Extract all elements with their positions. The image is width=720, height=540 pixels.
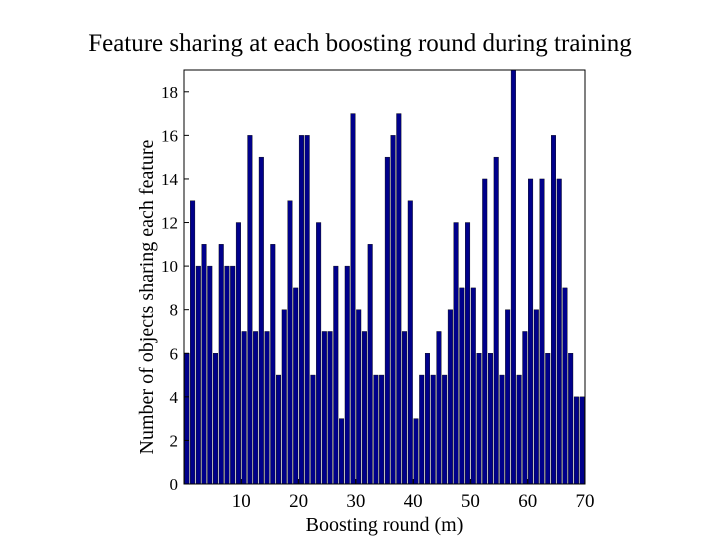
- bar-series: [184, 69, 585, 485]
- bar-round-59: [516, 374, 522, 485]
- slide-title: Feature sharing at each boosting round d…: [88, 30, 632, 57]
- bar-round-2: [190, 200, 196, 485]
- bar-round-3: [195, 265, 201, 485]
- bar-round-43: [424, 353, 430, 485]
- bar-round-55: [493, 156, 499, 485]
- bar-round-70: [579, 396, 585, 485]
- y-tick-label: 4: [170, 388, 179, 407]
- bar-round-29: [344, 265, 350, 485]
- plot-frame: [183, 69, 586, 485]
- bar-round-47: [447, 309, 453, 485]
- y-tick-label: 6: [170, 344, 179, 363]
- bar-round-27: [333, 265, 339, 485]
- bar-round-21: [298, 135, 304, 485]
- bar-round-9: [230, 265, 236, 485]
- bar-round-35: [379, 374, 385, 485]
- bar-round-4: [201, 244, 207, 485]
- bar-round-56: [499, 374, 505, 485]
- bar-round-18: [281, 309, 287, 485]
- bar-round-51: [470, 287, 476, 485]
- bar-round-32: [361, 331, 367, 485]
- y-tick-label: 16: [161, 126, 178, 145]
- bar-round-46: [442, 374, 448, 485]
- x-tick-label: 10: [232, 491, 251, 512]
- bar-round-50: [465, 222, 471, 485]
- y-tick-label: 12: [161, 214, 178, 233]
- bar-round-8: [224, 265, 230, 485]
- bar-round-33: [367, 244, 373, 485]
- bar-round-30: [350, 113, 356, 485]
- bar-round-38: [396, 113, 402, 485]
- bar-round-54: [487, 353, 493, 485]
- bar-round-34: [373, 374, 379, 485]
- bar-round-26: [327, 331, 333, 485]
- bar-round-64: [545, 353, 551, 485]
- bar-round-6: [213, 353, 219, 485]
- bar-round-63: [539, 178, 545, 485]
- bar-round-66: [556, 178, 562, 485]
- bar-round-25: [321, 331, 327, 485]
- bar-round-40: [407, 200, 413, 485]
- bar-round-60: [522, 331, 528, 485]
- bar-round-16: [270, 244, 276, 485]
- y-axis-label: Number of objects sharing each feature: [136, 139, 158, 454]
- y-tick-label: 10: [161, 257, 178, 276]
- y-tick-label: 8: [170, 301, 179, 320]
- bar-round-36: [384, 156, 390, 485]
- bar-round-17: [276, 374, 282, 485]
- bar-round-14: [258, 156, 264, 485]
- bar-round-1: [184, 353, 190, 485]
- bar-round-12: [247, 135, 253, 485]
- bar-round-44: [430, 374, 436, 485]
- bar-round-37: [390, 135, 396, 485]
- x-tick-label: 70: [576, 491, 595, 512]
- bar-round-39: [402, 331, 408, 485]
- bar-round-23: [310, 374, 316, 485]
- bar-round-45: [436, 331, 442, 485]
- x-tick-label: 50: [461, 491, 480, 512]
- x-axis-ticks: 10 20 30 40 50 60 70: [232, 479, 595, 512]
- bar-round-10: [235, 222, 241, 485]
- bar-round-57: [505, 309, 511, 485]
- x-axis-label: Boosting round (m): [306, 514, 464, 536]
- bar-round-13: [253, 331, 259, 485]
- bar-round-49: [459, 287, 465, 485]
- x-tick-label: 40: [404, 491, 423, 512]
- bar-round-41: [413, 418, 419, 485]
- y-tick-label: 14: [161, 170, 179, 189]
- bar-round-42: [419, 374, 425, 485]
- y-tick-label: 2: [170, 431, 179, 450]
- bar-round-7: [218, 244, 224, 485]
- bar-round-31: [356, 309, 362, 485]
- bar-round-67: [562, 287, 568, 485]
- y-axis-ticks: 0 2 4 6 8 10 12 14 16 18: [161, 83, 189, 494]
- bar-round-15: [264, 331, 270, 485]
- y-tick-label: 0: [170, 475, 179, 494]
- bar-round-69: [573, 396, 579, 485]
- bar-round-48: [453, 222, 459, 485]
- bar-round-28: [339, 418, 345, 485]
- bar-round-62: [533, 309, 539, 485]
- bar-round-53: [482, 178, 488, 485]
- bar-round-20: [293, 287, 299, 485]
- x-tick-label: 60: [518, 491, 537, 512]
- x-tick-label: 20: [289, 491, 308, 512]
- bar-round-61: [528, 178, 534, 485]
- bar-round-65: [551, 135, 556, 485]
- bar-round-11: [241, 331, 247, 485]
- bar-round-5: [207, 265, 213, 485]
- bar-round-22: [304, 135, 310, 485]
- bar-round-68: [568, 353, 574, 485]
- x-tick-label: 30: [346, 491, 365, 512]
- bar-round-58: [510, 69, 516, 485]
- bar-round-19: [287, 200, 293, 485]
- bar-round-24: [316, 222, 322, 485]
- y-tick-label: 18: [161, 83, 178, 102]
- bar-round-52: [476, 353, 482, 485]
